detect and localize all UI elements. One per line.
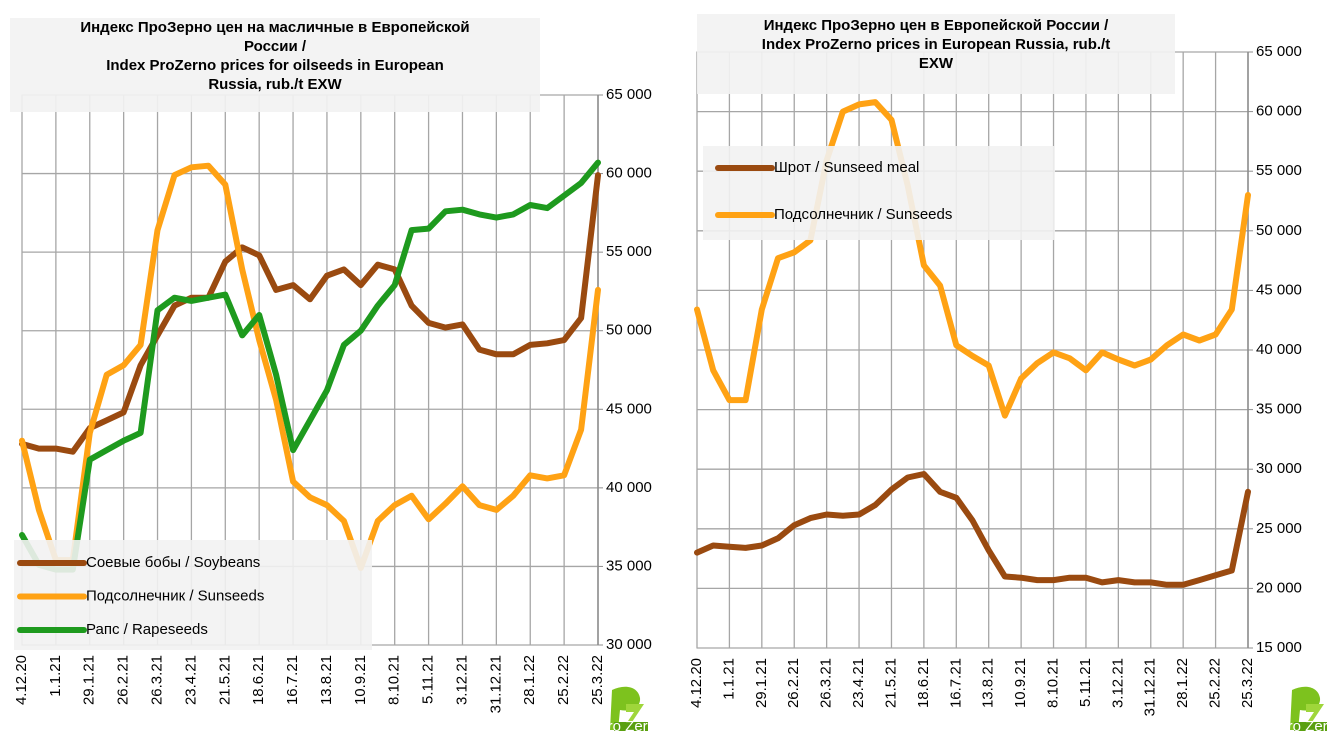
legend-label: Рапс / Rapeseeds (86, 621, 208, 638)
y-tick-label: 55 000 (1256, 162, 1302, 179)
x-tick-label: 16.7.21 (284, 655, 301, 705)
y-tick-label: 30 000 (1256, 460, 1302, 477)
x-tick-label: 8.10.21 (1044, 658, 1061, 708)
x-tick-label: 26.2.21 (785, 658, 802, 708)
legend-label: Подсолнечник / Sunseeds (774, 206, 952, 223)
x-tick-label: 3.12.21 (1109, 658, 1126, 708)
x-tick-label: 25.3.22 (589, 655, 606, 705)
y-tick-label: 20 000 (1256, 579, 1302, 596)
y-tick-label: 35 000 (1256, 401, 1302, 418)
y-tick-label: 45 000 (606, 400, 652, 417)
logo-shape (1290, 686, 1321, 730)
legend-label: Подсолнечник / Sunseeds (86, 587, 264, 604)
x-tick-label: 25.3.22 (1239, 658, 1256, 708)
x-tick-label: 25.2.22 (555, 655, 572, 705)
x-tick-label: 26.2.21 (115, 655, 132, 705)
chart-title: Индекс ПроЗерно цен в Европейской России… (764, 17, 1109, 34)
y-tick-label: 55 000 (606, 243, 652, 260)
y-tick-label: 50 000 (606, 322, 652, 339)
y-tick-label: 65 000 (1256, 43, 1302, 60)
x-tick-label: 18.6.21 (915, 658, 932, 708)
x-tick-label: 26.3.21 (818, 658, 835, 708)
series-line (694, 471, 1251, 588)
y-tick-label: 25 000 (1256, 520, 1302, 537)
x-tick-label: 13.8.21 (980, 658, 997, 708)
x-tick-label: 5.11.21 (420, 655, 437, 704)
chart-title: Индекс ПроЗерно цен на масличные в Европ… (80, 19, 469, 36)
x-tick-label: 29.1.21 (753, 658, 770, 708)
logo-band (1294, 722, 1327, 731)
x-tick-label: 23.4.21 (850, 658, 867, 708)
x-tick-label: 16.7.21 (947, 658, 964, 708)
x-tick-label: 21.5.21 (882, 658, 899, 708)
chart-title: Russia, rub./t EXW (208, 76, 342, 93)
y-tick-label: 45 000 (1256, 281, 1302, 298)
x-tick-label: 3.12.21 (453, 655, 470, 705)
x-tick-label: 4.12.20 (13, 655, 30, 705)
x-tick-label: 18.6.21 (250, 655, 267, 705)
series-line (19, 159, 601, 573)
y-tick-label: 50 000 (1256, 222, 1302, 239)
logo-text: Pro Zerno (1278, 718, 1327, 735)
y-tick-label: 15 000 (1256, 639, 1302, 656)
x-tick-label: 1.1.21 (720, 658, 737, 700)
chart-title: Index ProZerno prices for oilseeds in Eu… (106, 57, 444, 74)
legend-label: Соевые бобы / Soybeans (86, 554, 260, 571)
y-tick-label: 60 000 (606, 165, 652, 182)
x-tick-label: 4.12.20 (688, 658, 705, 708)
x-tick-label: 5.11.21 (1077, 658, 1094, 707)
x-tick-label: 31.12.21 (487, 655, 504, 713)
series-line (19, 162, 601, 571)
x-tick-label: 23.4.21 (182, 655, 199, 705)
series-line (19, 172, 601, 455)
title-box (697, 14, 1175, 94)
chart-title: России / (244, 38, 307, 55)
x-tick-label: 28.1.22 (521, 655, 538, 705)
y-tick-label: 60 000 (1256, 103, 1302, 120)
y-tick-label: 65 000 (606, 86, 652, 103)
x-tick-label: 25.2.22 (1207, 658, 1224, 708)
x-tick-label: 10.9.21 (1012, 658, 1029, 708)
title-box (10, 18, 540, 112)
x-tick-label: 1.1.21 (47, 655, 64, 697)
chart-title: Index ProZerno prices in European Russia… (762, 36, 1110, 53)
legend-box (703, 146, 1055, 240)
x-tick-label: 28.1.22 (1174, 658, 1191, 708)
chart-title: EXW (919, 55, 954, 72)
series-line (694, 99, 1251, 419)
y-tick-label: 40 000 (1256, 341, 1302, 358)
x-tick-label: 21.5.21 (216, 655, 233, 705)
logo: Pro Zerno (1278, 686, 1327, 735)
y-tick-label: 35 000 (606, 557, 652, 574)
x-tick-label: 13.8.21 (318, 655, 335, 705)
y-tick-label: 40 000 (606, 479, 652, 496)
legend-label: Шрот / Sunseed meal (774, 159, 919, 176)
logo-text: Pro Zerno (598, 718, 665, 735)
x-tick-label: 31.12.21 (1142, 658, 1159, 716)
x-tick-label: 26.3.21 (148, 655, 165, 705)
x-tick-label: 10.9.21 (352, 655, 369, 705)
y-tick-label: 30 000 (606, 636, 652, 653)
logo-band (614, 722, 648, 731)
logo: Pro Zerno (598, 686, 665, 735)
x-tick-label: 29.1.21 (81, 655, 98, 705)
logo-shape (610, 686, 641, 730)
x-tick-label: 8.10.21 (386, 655, 403, 705)
